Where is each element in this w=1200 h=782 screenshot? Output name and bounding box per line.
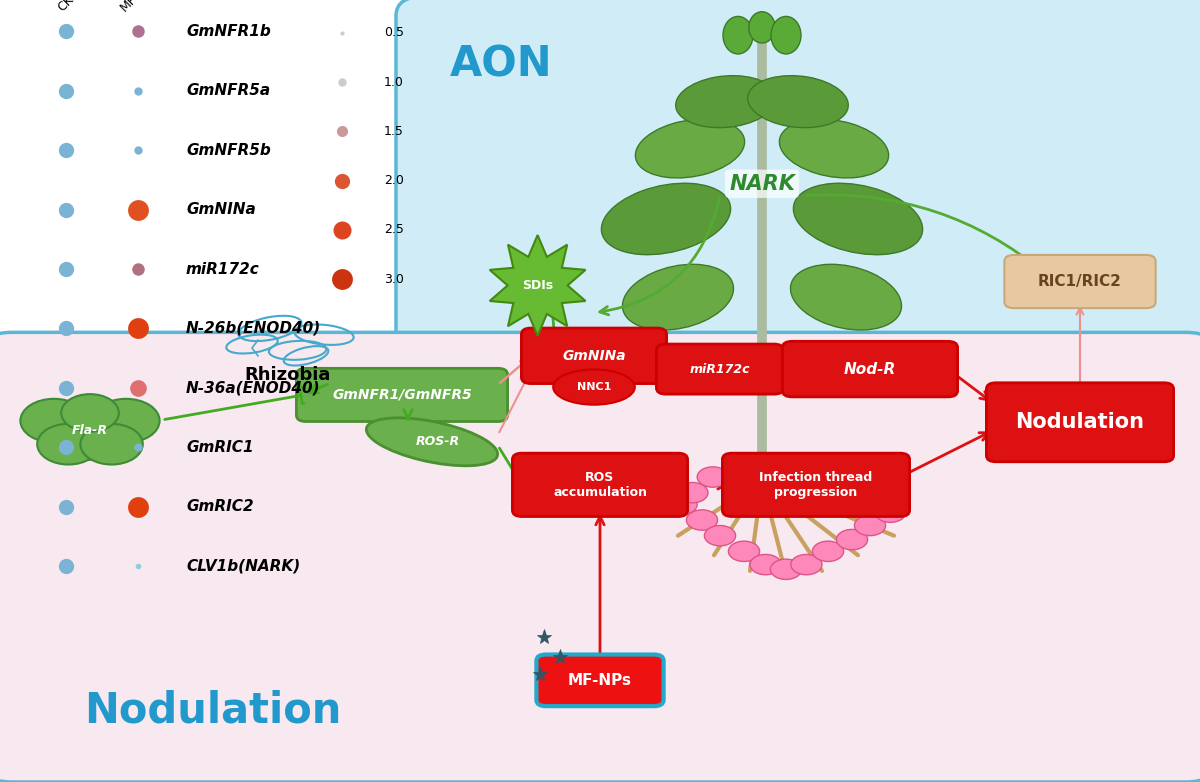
Text: GmRIC2: GmRIC2 (186, 499, 253, 515)
Ellipse shape (779, 119, 889, 178)
Circle shape (92, 399, 160, 443)
Text: GmNINa: GmNINa (562, 349, 626, 363)
Text: CK: CK (55, 0, 77, 14)
Circle shape (20, 399, 88, 443)
Circle shape (791, 554, 822, 575)
Circle shape (875, 502, 906, 522)
FancyBboxPatch shape (782, 341, 958, 396)
Circle shape (80, 424, 143, 465)
FancyBboxPatch shape (1004, 255, 1156, 308)
Text: GmNFR5a: GmNFR5a (186, 83, 270, 99)
Text: GmNFR5b: GmNFR5b (186, 142, 271, 158)
Text: 0.5: 0.5 (384, 27, 404, 39)
Ellipse shape (623, 264, 733, 330)
FancyBboxPatch shape (722, 453, 910, 516)
Text: N-36a(ENOD40): N-36a(ENOD40) (186, 380, 320, 396)
Circle shape (44, 400, 136, 460)
Text: miR172c: miR172c (186, 261, 259, 277)
Circle shape (812, 541, 844, 561)
Ellipse shape (601, 183, 731, 255)
FancyBboxPatch shape (656, 344, 784, 394)
FancyBboxPatch shape (536, 655, 664, 706)
Circle shape (697, 467, 728, 487)
Circle shape (666, 494, 697, 515)
Text: GmNFR1/GmNFR5: GmNFR1/GmNFR5 (332, 388, 472, 402)
FancyBboxPatch shape (512, 453, 688, 516)
Text: Nodulation: Nodulation (84, 689, 341, 731)
Ellipse shape (366, 418, 498, 466)
Text: ROS-R: ROS-R (416, 436, 460, 448)
Text: Nod-R: Nod-R (844, 361, 896, 377)
Circle shape (776, 467, 808, 487)
Text: Rhizobia: Rhizobia (245, 366, 331, 385)
Text: 3.0: 3.0 (384, 273, 404, 285)
Ellipse shape (772, 16, 802, 54)
Text: GmNINa: GmNINa (186, 202, 256, 217)
Text: MF-NPs: MF-NPs (118, 0, 158, 14)
Ellipse shape (676, 76, 776, 127)
Circle shape (37, 424, 100, 465)
Ellipse shape (749, 12, 775, 43)
Circle shape (750, 554, 781, 575)
FancyBboxPatch shape (296, 368, 508, 421)
Circle shape (677, 482, 708, 503)
Text: 2.5: 2.5 (384, 224, 404, 236)
Text: miR172c: miR172c (690, 363, 750, 375)
Circle shape (797, 482, 828, 503)
Text: AON: AON (450, 43, 553, 85)
Text: NNC1: NNC1 (577, 382, 611, 392)
Text: Infection thread
progression: Infection thread progression (760, 471, 872, 499)
Text: Fla-R: Fla-R (72, 424, 108, 436)
Circle shape (61, 394, 119, 432)
Ellipse shape (635, 119, 745, 178)
Text: ROS
accumulation: ROS accumulation (553, 471, 647, 499)
Text: 1.0: 1.0 (384, 76, 404, 88)
Text: SDIs: SDIs (522, 279, 553, 292)
Ellipse shape (553, 369, 635, 404)
Circle shape (728, 541, 760, 561)
Ellipse shape (748, 76, 848, 127)
Text: GmRIC1: GmRIC1 (186, 439, 253, 455)
Text: N-26b(ENOD40): N-26b(ENOD40) (186, 321, 322, 336)
Text: MF-NPs: MF-NPs (568, 673, 632, 688)
FancyBboxPatch shape (0, 332, 1200, 782)
Ellipse shape (791, 264, 901, 330)
Text: 1.5: 1.5 (384, 125, 404, 138)
Circle shape (770, 559, 802, 579)
FancyBboxPatch shape (396, 0, 1200, 500)
Text: CLV1b(NARK): CLV1b(NARK) (186, 558, 300, 574)
Ellipse shape (722, 16, 754, 54)
Text: 2.0: 2.0 (384, 174, 404, 187)
Ellipse shape (793, 183, 923, 255)
Text: NARK: NARK (730, 174, 794, 194)
Circle shape (686, 510, 718, 530)
Circle shape (836, 529, 868, 550)
Text: GmNFR1b: GmNFR1b (186, 23, 271, 39)
Circle shape (704, 526, 736, 546)
FancyBboxPatch shape (521, 328, 667, 383)
FancyBboxPatch shape (986, 382, 1174, 461)
Polygon shape (490, 235, 586, 335)
Circle shape (854, 515, 886, 536)
Text: Nodulation: Nodulation (1015, 412, 1145, 432)
Text: RIC1/RIC2: RIC1/RIC2 (1038, 274, 1122, 289)
